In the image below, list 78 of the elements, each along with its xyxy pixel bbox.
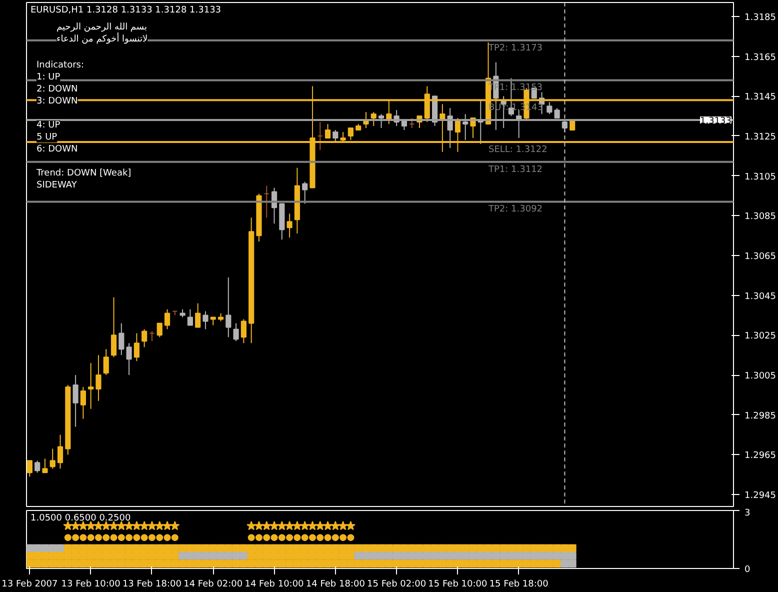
candlestick [72,374,78,428]
annotation: 1: UP [36,72,61,82]
candlestick [118,322,124,356]
candlestick [187,308,193,326]
annotation: Indicators: [36,60,84,70]
candlestick [156,322,162,338]
candlestick [240,318,246,344]
candlestick [286,213,292,238]
y-tick-label: 1.3105 [744,172,776,182]
chart-title: EURUSD,H1 1.3128 1.3133 1.3128 1.3133 [30,6,222,16]
y-tick-label: 1.2945 [744,491,776,502]
x-tick-label: 13 Feb 18:00 [122,580,182,590]
candlestick [202,310,208,330]
candlestick [302,181,308,204]
y-tick-label: 1.3085 [744,212,776,222]
candlestick [233,322,239,342]
annotation: 3: DOWN [36,96,78,106]
x-tick-label: 15 Feb 02:00 [367,580,426,590]
candlestick [126,342,132,376]
candlestick [462,114,468,140]
candlestick [554,108,560,119]
annotation: 5 UP [36,132,58,142]
candlestick [88,362,94,410]
y-tick-label: 1.3125 [744,132,776,142]
annotation: 4: UP [36,120,61,130]
candlestick [409,118,415,128]
y-tick-label: 1.3165 [744,52,776,63]
annotation: 2: DOWN [36,84,78,94]
candlestick [42,458,48,474]
annotation: Trend: DOWN [Weak] [36,168,132,178]
candlestick [34,460,40,474]
y-tick-label: 1.3045 [744,292,776,302]
x-tick-label: 15 Feb 18:00 [489,580,549,590]
candlestick [96,354,102,402]
y-tick-label: 3 [744,508,750,518]
candlestick [195,302,201,328]
ref-line-label: SELL: 1.3122 [488,144,548,155]
chart-title: 1.0500 0.6500 0.2500 [30,514,131,524]
candlestick [324,124,331,138]
y-tick-label: 1.3065 [744,252,776,262]
x-tick-label: 15 Feb 10:00 [428,580,488,590]
x-tick-label: 14 Feb 18:00 [306,580,366,590]
candlestick [332,129,338,142]
candlestick [508,78,514,117]
candlestick [149,330,155,342]
candlestick [378,114,384,128]
candlestick [546,102,552,115]
candlestick [103,348,109,376]
ref-line-label: 1.3133 [700,116,732,127]
ref-line-label: TP2: 1.3092 [488,204,543,215]
annotation: لاتنسوا أخوكم من الدعاء [56,32,148,44]
candlestick [26,460,32,478]
annotation: 6: DOWN [36,144,78,154]
y-tick-label: 1.3025 [744,332,776,342]
ref-line-label: TP1: 1.3112 [488,164,543,175]
x-tick-label: 13 Feb 10:00 [61,580,121,590]
candlestick [110,296,117,358]
y-tick-label: 1.2965 [744,451,776,462]
candlestick [50,448,56,470]
candlestick [264,185,270,218]
candlestick [317,122,323,150]
candlestick [142,328,148,348]
y-tick-label: 1.2985 [744,411,776,422]
y-tick-label: 1.3145 [744,92,776,103]
x-tick-label: 13 Feb 2007 [2,580,58,590]
y-tick-label: 0 [744,565,750,575]
candlestick [134,332,140,362]
annotation: SIDEWAY [36,180,78,190]
annotation: بسم الله الرحمن الرحيم [56,22,147,32]
candlestick [226,276,232,338]
candlestick [80,386,86,420]
x-tick-label: 14 Feb 10:00 [244,580,304,590]
x-tick-label: 14 Feb 02:00 [184,580,243,590]
y-tick-label: 1.3185 [744,12,776,23]
candlestick [164,308,170,330]
candlestick [370,112,376,127]
candlestick [57,434,64,470]
y-tick-label: 1.3005 [744,372,776,382]
